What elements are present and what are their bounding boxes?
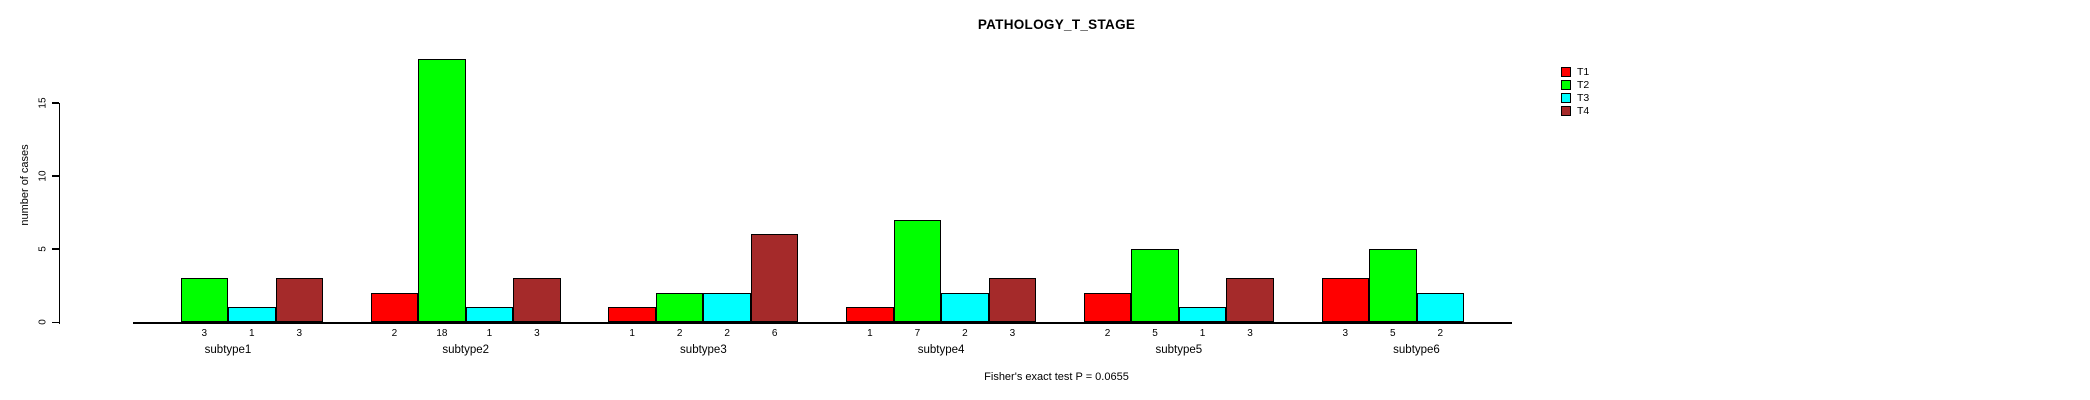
bar-subtype3-T3 bbox=[703, 292, 751, 322]
bar-subtype2-T1 bbox=[370, 292, 419, 322]
legend-swatch-T1 bbox=[1561, 66, 1571, 77]
x-category-label: subtype2 bbox=[442, 344, 490, 356]
bar-subtype5-T2 bbox=[1131, 248, 1179, 322]
x-category-label: subtype4 bbox=[917, 344, 965, 356]
bar-subtype5-T4 bbox=[1226, 278, 1274, 322]
legend-swatch-T3 bbox=[1561, 92, 1571, 103]
bar-value-label: 1 bbox=[1199, 328, 1206, 339]
bar-subtype4-T2 bbox=[893, 219, 942, 322]
y-tick bbox=[52, 248, 59, 250]
y-tick bbox=[52, 175, 59, 177]
bar-subtype6-T3 bbox=[1416, 292, 1464, 322]
bar-value-label: 3 bbox=[1009, 328, 1016, 339]
y-axis-label: number of cases bbox=[19, 144, 31, 226]
legend-swatch-T4 bbox=[1561, 105, 1571, 116]
bar-subtype3-T1 bbox=[608, 307, 656, 322]
legend-label: T3 bbox=[1577, 91, 1590, 104]
bar-subtype2-T4 bbox=[513, 278, 561, 322]
x-category-label: subtype6 bbox=[1393, 344, 1440, 356]
bar-subtype5-T1 bbox=[1083, 292, 1132, 322]
legend-row-T4: T4 bbox=[1561, 104, 1589, 117]
legend-label: T2 bbox=[1577, 78, 1590, 91]
bar-value-label: 3 bbox=[296, 328, 303, 339]
bar-value-label: 3 bbox=[1247, 328, 1253, 339]
y-tick-label: 10 bbox=[37, 170, 49, 182]
bar-subtype3-T4 bbox=[750, 234, 799, 322]
y-tick-label: 15 bbox=[37, 97, 49, 109]
bar-subtype1-T4 bbox=[275, 278, 323, 322]
bar-value-label: 1 bbox=[629, 328, 635, 339]
bar-value-label: 5 bbox=[1152, 328, 1158, 339]
bar-value-label: 2 bbox=[391, 328, 398, 339]
chart-title: PATHOLOGY_T_STAGE bbox=[977, 17, 1136, 32]
y-tick-label: 0 bbox=[37, 319, 49, 325]
bar-subtype5-T3 bbox=[1178, 307, 1227, 322]
x-category-label: subtype1 bbox=[204, 344, 252, 356]
legend-label: T1 bbox=[1577, 65, 1590, 78]
bar-value-label: 3 bbox=[534, 328, 540, 339]
bar-value-label: 2 bbox=[962, 328, 968, 339]
bar-value-label: 7 bbox=[914, 328, 921, 339]
bar-value-label: 6 bbox=[771, 328, 778, 339]
footer-annotation: Fisher's exact test P = 0.0655 bbox=[984, 371, 1129, 383]
legend-label: T4 bbox=[1577, 104, 1590, 117]
bar-value-label: 3 bbox=[201, 328, 208, 339]
bar-subtype1-T3 bbox=[228, 307, 276, 322]
y-tick bbox=[52, 102, 59, 104]
bar-value-label: 1 bbox=[867, 328, 873, 339]
y-tick bbox=[52, 321, 59, 323]
bar-value-label: 2 bbox=[676, 328, 683, 339]
x-category-label: subtype5 bbox=[1155, 344, 1203, 356]
bar-value-label: 3 bbox=[1342, 328, 1349, 339]
bar-subtype2-T2 bbox=[418, 58, 466, 322]
bar-subtype4-T4 bbox=[988, 278, 1037, 322]
bar-subtype4-T3 bbox=[941, 292, 989, 322]
y-axis-line bbox=[58, 102, 60, 324]
bar-value-label: 2 bbox=[724, 328, 730, 339]
bar-subtype3-T2 bbox=[655, 292, 704, 322]
legend: T1 T2 T3 T4 bbox=[1561, 65, 1589, 117]
bar-subtype4-T1 bbox=[846, 307, 894, 322]
bar-subtype1-T2 bbox=[180, 278, 228, 322]
legend-row-T2: T2 bbox=[1561, 78, 1589, 91]
x-category-label: subtype3 bbox=[680, 344, 727, 356]
x-axis-line bbox=[133, 322, 1512, 324]
legend-row-T1: T1 bbox=[1561, 65, 1589, 78]
bar-value-label: 5 bbox=[1389, 328, 1396, 339]
bar-value-label: 2 bbox=[1104, 328, 1111, 339]
bar-subtype6-T2 bbox=[1369, 248, 1417, 322]
bar-value-label: 18 bbox=[436, 328, 448, 339]
bar-value-label: 2 bbox=[1437, 328, 1444, 339]
y-tick-label: 5 bbox=[37, 246, 49, 252]
legend-swatch-T2 bbox=[1561, 79, 1571, 90]
legend-row-T3: T3 bbox=[1561, 91, 1589, 104]
bar-value-label: 1 bbox=[486, 328, 493, 339]
bar-value-label: 1 bbox=[248, 328, 255, 339]
bar-subtype6-T1 bbox=[1321, 278, 1369, 322]
bar-subtype2-T3 bbox=[465, 307, 514, 322]
